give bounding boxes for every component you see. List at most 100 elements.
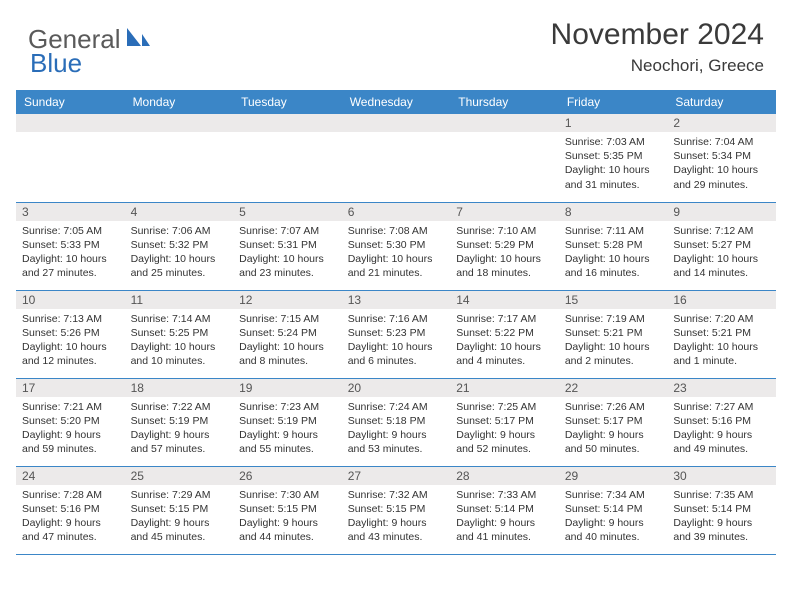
day-number: 12: [233, 291, 342, 309]
day-line: and 59 minutes.: [22, 442, 119, 456]
calendar-cell: [233, 114, 342, 202]
day-content: Sunrise: 7:24 AMSunset: 5:18 PMDaylight:…: [342, 397, 451, 461]
day-line: Daylight: 10 hours: [565, 340, 662, 354]
day-number: [125, 114, 234, 132]
day-line: Sunrise: 7:19 AM: [565, 312, 662, 326]
day-line: Sunset: 5:26 PM: [22, 326, 119, 340]
weekday-header-row: SundayMondayTuesdayWednesdayThursdayFrid…: [16, 90, 776, 114]
day-line: and 41 minutes.: [456, 530, 553, 544]
day-content: Sunrise: 7:27 AMSunset: 5:16 PMDaylight:…: [667, 397, 776, 461]
day-line: Sunrise: 7:13 AM: [22, 312, 119, 326]
day-content: Sunrise: 7:08 AMSunset: 5:30 PMDaylight:…: [342, 221, 451, 285]
calendar-cell: 16Sunrise: 7:20 AMSunset: 5:21 PMDayligh…: [667, 290, 776, 378]
day-number: 7: [450, 203, 559, 221]
day-content: Sunrise: 7:14 AMSunset: 5:25 PMDaylight:…: [125, 309, 234, 373]
day-line: and 21 minutes.: [348, 266, 445, 280]
calendar-week-row: 3Sunrise: 7:05 AMSunset: 5:33 PMDaylight…: [16, 202, 776, 290]
day-line: and 25 minutes.: [131, 266, 228, 280]
day-line: Sunrise: 7:07 AM: [239, 224, 336, 238]
day-content: Sunrise: 7:35 AMSunset: 5:14 PMDaylight:…: [667, 485, 776, 549]
day-line: Sunrise: 7:32 AM: [348, 488, 445, 502]
day-content: Sunrise: 7:25 AMSunset: 5:17 PMDaylight:…: [450, 397, 559, 461]
calendar-cell: [450, 114, 559, 202]
day-line: Sunset: 5:32 PM: [131, 238, 228, 252]
calendar-week-row: 1Sunrise: 7:03 AMSunset: 5:35 PMDaylight…: [16, 114, 776, 202]
day-line: Sunset: 5:22 PM: [456, 326, 553, 340]
day-content: Sunrise: 7:21 AMSunset: 5:20 PMDaylight:…: [16, 397, 125, 461]
day-line: Sunset: 5:27 PM: [673, 238, 770, 252]
day-line: Daylight: 10 hours: [348, 252, 445, 266]
day-line: Sunrise: 7:05 AM: [22, 224, 119, 238]
weekday-header: Tuesday: [233, 90, 342, 114]
day-number: 15: [559, 291, 668, 309]
day-number: 29: [559, 467, 668, 485]
calendar-cell: 30Sunrise: 7:35 AMSunset: 5:14 PMDayligh…: [667, 466, 776, 554]
day-line: and 55 minutes.: [239, 442, 336, 456]
day-content: Sunrise: 7:17 AMSunset: 5:22 PMDaylight:…: [450, 309, 559, 373]
calendar-week-row: 17Sunrise: 7:21 AMSunset: 5:20 PMDayligh…: [16, 378, 776, 466]
day-line: and 2 minutes.: [565, 354, 662, 368]
calendar-cell: 13Sunrise: 7:16 AMSunset: 5:23 PMDayligh…: [342, 290, 451, 378]
day-line: Daylight: 10 hours: [673, 163, 770, 177]
day-line: and 8 minutes.: [239, 354, 336, 368]
day-line: Daylight: 9 hours: [565, 428, 662, 442]
day-line: Daylight: 9 hours: [239, 428, 336, 442]
day-number: [233, 114, 342, 132]
day-line: and 44 minutes.: [239, 530, 336, 544]
day-line: Daylight: 10 hours: [565, 163, 662, 177]
day-content: [125, 132, 234, 192]
day-line: Daylight: 9 hours: [348, 516, 445, 530]
day-line: Sunset: 5:17 PM: [456, 414, 553, 428]
calendar-cell: 1Sunrise: 7:03 AMSunset: 5:35 PMDaylight…: [559, 114, 668, 202]
day-line: Sunset: 5:31 PM: [239, 238, 336, 252]
day-content: Sunrise: 7:11 AMSunset: 5:28 PMDaylight:…: [559, 221, 668, 285]
day-number: 17: [16, 379, 125, 397]
day-content: Sunrise: 7:30 AMSunset: 5:15 PMDaylight:…: [233, 485, 342, 549]
day-line: Sunrise: 7:30 AM: [239, 488, 336, 502]
day-line: Sunrise: 7:24 AM: [348, 400, 445, 414]
day-line: and 18 minutes.: [456, 266, 553, 280]
day-line: Daylight: 10 hours: [348, 340, 445, 354]
day-line: Sunrise: 7:33 AM: [456, 488, 553, 502]
calendar-cell: 3Sunrise: 7:05 AMSunset: 5:33 PMDaylight…: [16, 202, 125, 290]
calendar-cell: 27Sunrise: 7:32 AMSunset: 5:15 PMDayligh…: [342, 466, 451, 554]
calendar-cell: [125, 114, 234, 202]
location: Neochori, Greece: [551, 56, 764, 76]
day-line: and 12 minutes.: [22, 354, 119, 368]
calendar-cell: 24Sunrise: 7:28 AMSunset: 5:16 PMDayligh…: [16, 466, 125, 554]
day-number: [16, 114, 125, 132]
day-line: Sunrise: 7:28 AM: [22, 488, 119, 502]
day-number: 23: [667, 379, 776, 397]
day-line: Sunset: 5:18 PM: [348, 414, 445, 428]
day-line: Sunrise: 7:03 AM: [565, 135, 662, 149]
day-line: Sunset: 5:16 PM: [673, 414, 770, 428]
day-line: Sunset: 5:35 PM: [565, 149, 662, 163]
day-number: 10: [16, 291, 125, 309]
day-line: Sunset: 5:21 PM: [673, 326, 770, 340]
day-content: Sunrise: 7:05 AMSunset: 5:33 PMDaylight:…: [16, 221, 125, 285]
day-number: 26: [233, 467, 342, 485]
day-content: Sunrise: 7:29 AMSunset: 5:15 PMDaylight:…: [125, 485, 234, 549]
day-number: 5: [233, 203, 342, 221]
logo-sail-icon: [125, 26, 151, 53]
day-line: Daylight: 10 hours: [456, 340, 553, 354]
day-content: Sunrise: 7:12 AMSunset: 5:27 PMDaylight:…: [667, 221, 776, 285]
calendar-cell: 11Sunrise: 7:14 AMSunset: 5:25 PMDayligh…: [125, 290, 234, 378]
calendar-cell: 22Sunrise: 7:26 AMSunset: 5:17 PMDayligh…: [559, 378, 668, 466]
day-number: 8: [559, 203, 668, 221]
day-number: 4: [125, 203, 234, 221]
day-line: Daylight: 9 hours: [239, 516, 336, 530]
day-line: and 52 minutes.: [456, 442, 553, 456]
weekday-header: Wednesday: [342, 90, 451, 114]
day-line: Sunset: 5:28 PM: [565, 238, 662, 252]
day-content: Sunrise: 7:23 AMSunset: 5:19 PMDaylight:…: [233, 397, 342, 461]
day-line: and 14 minutes.: [673, 266, 770, 280]
day-content: [342, 132, 451, 192]
calendar-cell: 23Sunrise: 7:27 AMSunset: 5:16 PMDayligh…: [667, 378, 776, 466]
day-line: Sunrise: 7:11 AM: [565, 224, 662, 238]
day-line: Daylight: 10 hours: [239, 252, 336, 266]
day-line: Sunset: 5:17 PM: [565, 414, 662, 428]
day-content: Sunrise: 7:22 AMSunset: 5:19 PMDaylight:…: [125, 397, 234, 461]
calendar-cell: 20Sunrise: 7:24 AMSunset: 5:18 PMDayligh…: [342, 378, 451, 466]
day-number: [342, 114, 451, 132]
